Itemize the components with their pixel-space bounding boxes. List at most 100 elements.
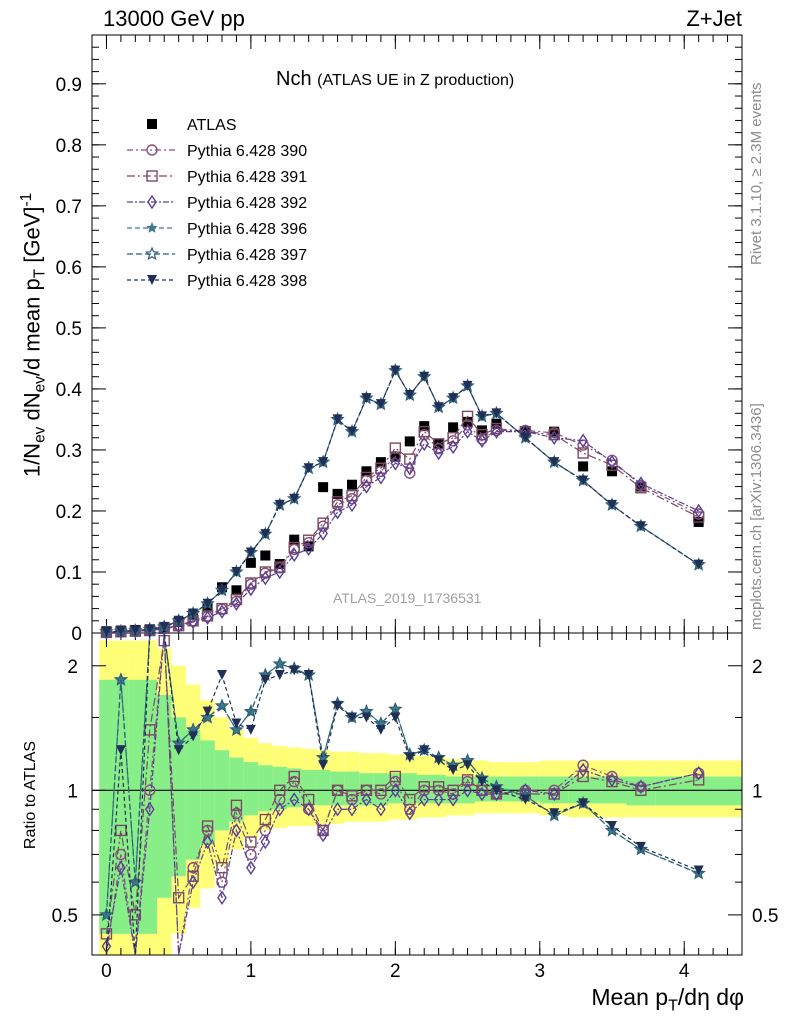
ratio-panel-series [99,632,706,956]
ratio-point [419,792,430,807]
data-point [289,493,300,504]
ratio-point [260,834,271,850]
ratio-point [604,822,620,837]
ratio-point [332,700,343,711]
ratio-band-inner [330,771,345,806]
data-point [346,490,358,502]
ratio-point [491,785,502,796]
ratio-tick-label-right: 2 [752,657,763,678]
ratio-point [99,907,114,922]
data-point [491,408,502,419]
ratio-point [188,874,198,890]
ratio-point [433,755,444,766]
ratio-point [346,790,358,802]
ratio-point [289,665,300,676]
ratio-point [113,672,129,686]
ratio-point [418,781,430,793]
ratio-point [375,724,386,735]
ratio-band-inner [315,769,331,806]
ratio-point [188,731,199,742]
data-point [693,559,704,570]
data-point [361,479,372,494]
ratio-point [360,784,373,797]
ratio-point [245,724,256,735]
ratio-point [404,752,415,763]
ratio-point [231,718,242,729]
ratio-series-line [105,632,699,956]
ratio-point [303,669,314,680]
ratio-point [404,806,415,821]
data-point [477,433,487,449]
ratio-tick-label-left: 1 [67,781,78,802]
legend-label: Pythia 6.428 392 [187,195,307,212]
data-point [202,610,213,626]
y-tick-label: 0.2 [56,502,82,523]
legend-marker [147,194,157,210]
legend-marker [147,275,157,285]
ratio-point [246,860,256,876]
ratio-point [577,770,589,783]
data-point [448,393,459,404]
ratio-point [347,802,357,817]
data-point [173,615,184,626]
ratio-band-inner [185,729,201,860]
data-point [159,621,170,632]
ratio-point [477,776,487,787]
data-point [448,439,458,455]
data-point [303,541,314,552]
x-tick-label: 1 [246,961,257,982]
ratio-point [201,820,214,832]
data-point [636,476,646,491]
ratio-point [274,669,285,680]
ratio-point [433,792,444,807]
data-point [101,626,112,637]
ratio-point [331,784,344,797]
ratio-series-line [105,632,699,956]
data-point [462,380,473,391]
y-tick-label: 0.9 [56,75,82,96]
ratio-point [144,802,155,817]
data-point [347,426,357,437]
y-tick-label: 0.5 [56,319,82,340]
data-point [360,471,373,484]
ratio-point [520,794,531,805]
ratio-point [462,760,473,771]
ratio-point [230,799,243,812]
data-point [433,402,444,413]
data-point [318,482,329,493]
ratio-point [636,779,646,795]
ratio-point [260,674,271,685]
data-point [332,414,343,425]
plot-title-sub: (ATLAS UE in Z production) [317,72,515,89]
data-point [274,559,285,570]
ratio-point [217,669,227,680]
ratio-point [607,820,617,831]
data-point [289,534,300,545]
ratio-band-inner [258,765,273,812]
ratio-point [390,712,401,723]
data-point [635,521,646,532]
ratio-point [128,874,143,889]
legend-marker [146,144,158,156]
ratio-point [491,786,502,802]
ratio-point [462,783,473,798]
ratio-point [214,698,230,712]
data-point [404,390,415,401]
x-tick-label: 0 [101,961,112,982]
process-label: Z+Jet [686,6,742,31]
y-tick-label: 0 [71,624,82,645]
ratio-point [115,745,126,756]
legend: ATLAS Pythia 6.428 390 Pythia 6.428 391 Pyt… [127,117,307,290]
ratio-tick-label-left: 0.5 [52,906,78,927]
data-point [548,428,560,441]
ratio-point [477,786,487,802]
data-point [477,425,487,436]
ratio-tick-label-right: 1 [752,781,763,802]
ratio-point [549,786,560,802]
ratio-point [432,781,445,793]
ratio-point [635,784,647,797]
ratio-point [390,783,401,798]
ratio-point [607,772,617,788]
y-axis-label-ratio: Ratio to ATLAS [22,740,39,850]
ratio-point [376,802,386,817]
